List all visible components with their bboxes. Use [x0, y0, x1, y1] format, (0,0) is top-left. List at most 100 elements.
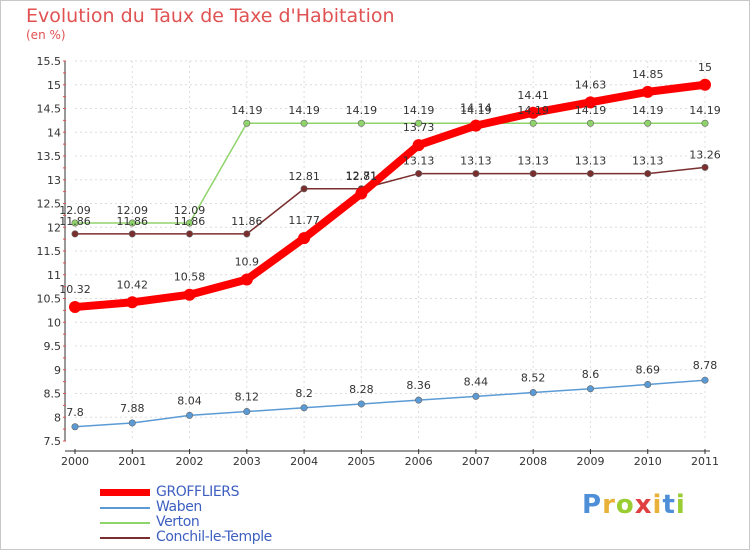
data-point: [586, 170, 594, 178]
data-label: 8.12: [235, 391, 260, 404]
data-label: 8.52: [521, 372, 546, 385]
y-tick-label: 9: [54, 364, 61, 377]
logo-letter: i: [652, 490, 663, 520]
x-tick-label: 2010: [634, 455, 662, 468]
x-tick-label: 2011: [691, 455, 719, 468]
data-point: [529, 119, 537, 127]
data-point: [300, 404, 308, 412]
y-tick-label: 15.5: [37, 55, 62, 68]
data-point: [529, 170, 537, 178]
data-point: [644, 170, 652, 178]
data-label: 11.86: [59, 215, 91, 228]
data-label: 7.88: [120, 402, 145, 415]
data-label: 13.13: [403, 155, 435, 168]
logo-letter: x: [634, 490, 653, 520]
data-label: 8.2: [295, 387, 313, 400]
y-tick-label: 10.5: [37, 293, 62, 306]
data-point: [527, 106, 540, 119]
data-point: [71, 423, 79, 431]
y-tick-label: 9.5: [44, 340, 62, 353]
data-label: 14.19: [575, 104, 607, 117]
y-tick-label: 12.5: [37, 198, 62, 211]
data-point: [240, 273, 253, 286]
data-point: [126, 296, 139, 309]
y-tick-label: 8.5: [44, 388, 62, 401]
data-label: 10.42: [117, 278, 149, 291]
data-label: 14.19: [689, 104, 721, 117]
data-label: 13.13: [575, 155, 607, 168]
data-label: 15: [698, 61, 712, 74]
data-label: 13.26: [689, 148, 721, 161]
data-labels: 7.8 7.88 8.04 8.12 8.2 8.28 8.36 8.44 8.52 8.6 8.6…: [59, 61, 721, 419]
data-label: 14.19: [346, 104, 378, 117]
series-lines: [69, 78, 711, 431]
y-tick-label: 10: [47, 316, 61, 329]
data-point: [644, 380, 652, 388]
legend-label-verton: Verton: [156, 514, 200, 530]
legend-swatch-conchil-le-temple: [100, 537, 150, 539]
x-tick-label: 2002: [176, 455, 204, 468]
logo-letter: P: [582, 490, 603, 520]
proxiti-logo: Proxiti: [582, 490, 686, 520]
x-tick-label: 2003: [233, 455, 261, 468]
data-point: [357, 400, 365, 408]
data-label: 10.32: [59, 283, 91, 296]
chart-title: Evolution du Taux de Taxe d'Habitation: [26, 5, 395, 27]
y-tick-label: 14.5: [37, 103, 62, 116]
legend-label-conchil-le-temple: Conchil-le-Temple: [156, 529, 272, 545]
data-point: [128, 219, 136, 227]
data-label: 10.9: [235, 256, 260, 269]
series-line-waben: [74, 379, 706, 428]
data-label: 14.19: [632, 104, 664, 117]
data-label: 8.78: [693, 359, 718, 372]
logo-letter: t: [662, 490, 676, 520]
x-tick-label: 2009: [576, 455, 604, 468]
legend-item-groffliers: GROFFLIERS: [100, 484, 400, 500]
data-point: [641, 85, 654, 98]
series-line-conchil-le-temple: [75, 166, 706, 235]
y-tick-label: 8: [54, 411, 61, 424]
y-tick-label: 13: [47, 174, 61, 187]
data-label: 12.09: [117, 204, 149, 217]
data-label: 13.13: [460, 155, 492, 168]
data-point: [412, 139, 425, 152]
data-point: [529, 389, 537, 397]
data-point: [357, 119, 365, 127]
data-label: 14.19: [517, 104, 549, 117]
y-tick-label: 7.5: [44, 435, 62, 448]
y-tick-label: 15: [47, 79, 61, 92]
data-label: 12.81: [288, 170, 320, 183]
data-point: [243, 119, 251, 127]
data-point: [355, 187, 368, 200]
legend-item-verton: Verton: [100, 514, 400, 530]
legend-item-waben: Waben: [100, 499, 400, 515]
legend-label-groffliers: GROFFLIERS: [156, 484, 240, 500]
data-point: [186, 411, 194, 419]
y-tick-label: 11: [47, 269, 61, 282]
legend-swatch-verton: [100, 522, 150, 524]
data-label: 13.13: [632, 155, 664, 168]
data-point: [71, 230, 79, 238]
grid-lines: [75, 60, 706, 441]
data-label: 13.13: [517, 155, 549, 168]
data-label: 14.63: [575, 78, 607, 91]
data-point: [300, 119, 308, 127]
data-label: 14.85: [632, 68, 664, 81]
data-point: [699, 78, 711, 91]
y-tick-label: 14: [47, 126, 61, 139]
data-point: [701, 119, 709, 127]
series-line-groffliers: [74, 80, 706, 312]
y-tick-label: 13.5: [37, 150, 62, 163]
y-tick-label: 11.5: [37, 245, 62, 258]
data-point: [701, 163, 709, 171]
series-line-verton: [75, 122, 705, 224]
data-label: 8.6: [582, 368, 600, 381]
legend-label-waben: Waben: [156, 499, 202, 515]
data-label: 8.36: [406, 379, 431, 392]
data-label: 11.86: [174, 215, 206, 228]
x-tick-label: 2000: [61, 455, 89, 468]
legend: GROFFLIERS Waben Verton Conchil-le-Templ…: [100, 484, 400, 545]
logo-letter: o: [615, 490, 635, 520]
data-point: [298, 232, 311, 245]
